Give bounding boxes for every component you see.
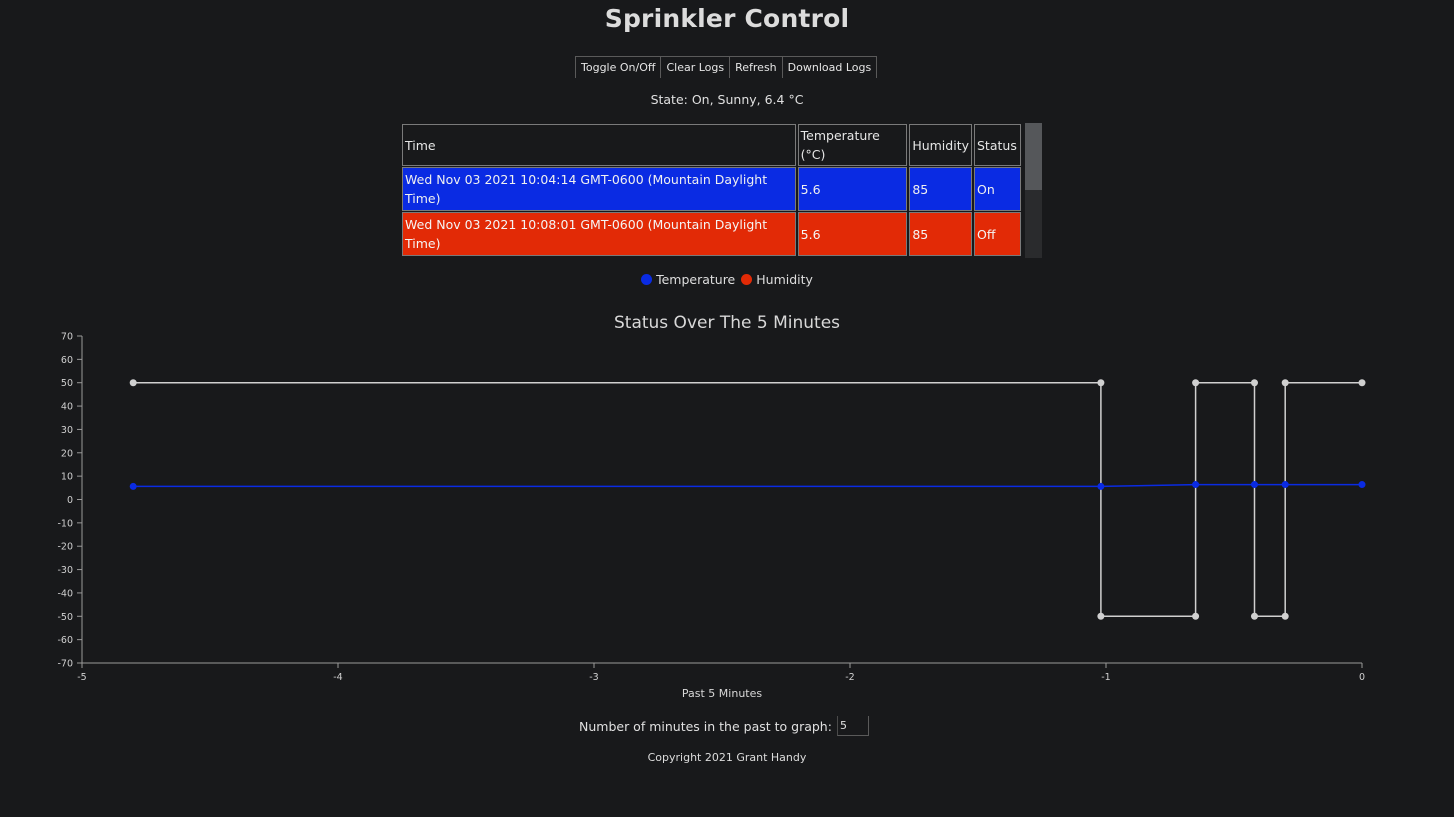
y-tick-label: 40 [61, 402, 73, 413]
y-tick-label: -50 [57, 612, 73, 623]
legend-dot-humidity [741, 274, 753, 285]
data-point [1192, 481, 1200, 489]
legend-item-humidity[interactable]: Humidity [741, 272, 813, 287]
download-logs-button[interactable]: Download Logs [783, 57, 878, 78]
data-point [1281, 379, 1289, 387]
y-tick-label: -30 [57, 565, 73, 576]
state-text: State: On, Sunny, 6.4 °C [650, 92, 804, 107]
x-tick-label: -2 [845, 672, 854, 683]
cell-temperature: 5.6 [797, 167, 908, 211]
legend-label-temperature: Temperature [656, 272, 736, 287]
y-tick-label: 70 [61, 332, 73, 343]
minutes-input[interactable] [836, 716, 869, 736]
x-tick-label: -3 [589, 672, 598, 683]
y-tick-label: -70 [57, 659, 73, 670]
cell-time: Wed Nov 03 2021 10:08:01 GMT-0600 (Mount… [402, 212, 796, 256]
legend-dot-temperature [641, 274, 653, 285]
cell-humidity: 85 [909, 212, 972, 256]
y-tick-label: 60 [61, 355, 73, 366]
minutes-control: Number of minutes in the past to graph: [579, 716, 869, 736]
data-point [1192, 379, 1200, 387]
cell-status: Off [974, 212, 1021, 256]
table-scrollbar-thumb[interactable] [1025, 123, 1042, 190]
x-tick-label: -4 [333, 672, 342, 683]
cell-temperature: 5.6 [797, 212, 908, 256]
chart-title: Status Over The 5 Minutes [613, 313, 841, 333]
clear-logs-button[interactable]: Clear Logs [661, 57, 731, 78]
cell-humidity: 85 [909, 167, 972, 211]
data-point [1281, 481, 1289, 489]
data-point [1097, 482, 1105, 490]
refresh-button[interactable]: Refresh [730, 57, 783, 78]
data-point [1358, 481, 1366, 489]
table-header-row: Time Temperature (°C) Humidity Status [402, 124, 1021, 166]
column-header-status: Status [974, 124, 1021, 166]
y-tick-label: -20 [57, 542, 73, 553]
legend-label-humidity: Humidity [756, 272, 813, 287]
data-point [129, 482, 137, 490]
y-tick-label: -40 [57, 588, 73, 599]
column-header-time: Time [402, 124, 796, 166]
y-tick-label: 30 [61, 425, 73, 436]
x-tick-label: 0 [1359, 672, 1365, 683]
data-point [1097, 612, 1105, 620]
table-scrollbar[interactable] [1025, 123, 1042, 258]
y-tick-label: -60 [57, 635, 73, 646]
cell-time: Wed Nov 03 2021 10:04:14 GMT-0600 (Mount… [402, 167, 796, 211]
log-table: Time Temperature (°C) Humidity Status We… [402, 123, 1023, 257]
table-row: Wed Nov 03 2021 10:04:14 GMT-0600 (Mount… [402, 167, 1021, 211]
copyright-text: Copyright 2021 Grant Handy [647, 751, 807, 764]
data-point [1250, 612, 1258, 620]
series-line-0 [133, 381, 1362, 618]
column-header-temperature: Temperature (°C) [797, 124, 908, 166]
y-tick-label: 0 [67, 495, 73, 506]
cell-status: On [974, 167, 1021, 211]
minutes-label: Number of minutes in the past to graph: [579, 718, 832, 734]
log-table-container[interactable]: Time Temperature (°C) Humidity Status We… [402, 123, 1042, 258]
x-tick-label: -1 [1101, 672, 1110, 683]
data-point [1281, 612, 1289, 620]
data-point [129, 379, 137, 387]
series-line-1 [133, 483, 1362, 488]
legend-item-temperature[interactable]: Temperature [641, 272, 735, 287]
chart-legend: Temperature Humidity [0, 272, 1454, 287]
toolbar: Toggle On/Off Clear Logs Refresh Downloa… [575, 56, 878, 78]
x-tick-label: -5 [77, 672, 86, 683]
y-tick-label: -10 [57, 518, 73, 529]
y-tick-label: 10 [61, 472, 73, 483]
table-row: Wed Nov 03 2021 10:08:01 GMT-0600 (Mount… [402, 212, 1021, 256]
y-tick-label: 20 [61, 448, 73, 459]
data-point [1192, 612, 1200, 620]
y-tick-label: 50 [61, 378, 73, 389]
data-point [1358, 379, 1366, 387]
toggle-button[interactable]: Toggle On/Off [576, 57, 662, 78]
data-point [1250, 379, 1258, 387]
data-point [1097, 379, 1105, 387]
data-point [1250, 481, 1258, 489]
page-title: Sprinkler Control [604, 4, 850, 33]
column-header-humidity: Humidity [909, 124, 972, 166]
x-axis-label: Past 5 Minutes [682, 687, 762, 700]
